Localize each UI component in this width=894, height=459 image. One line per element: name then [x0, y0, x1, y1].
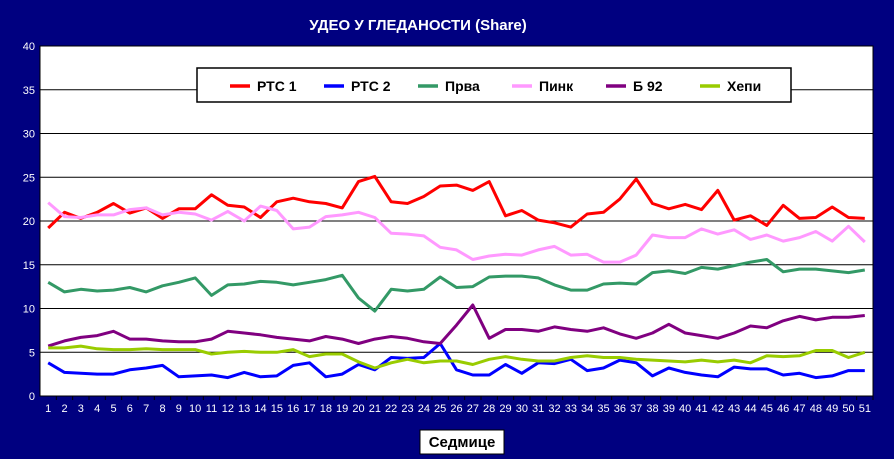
x-tick-label: 46 [777, 403, 789, 415]
y-tick-label: 30 [23, 129, 35, 141]
series-line-1 [47, 174, 865, 230]
y-tick-label: 35 [23, 85, 35, 97]
x-tick-label: 37 [630, 403, 642, 415]
x-tick-label: 4 [94, 403, 100, 415]
x-tick-label: 29 [499, 403, 511, 415]
series-line-4 [47, 201, 866, 264]
x-tick-label: 14 [254, 403, 266, 415]
chart-title: УДЕО У ГЛЕДАНОСТИ (Share) [309, 17, 527, 34]
x-tick-label: 44 [744, 403, 756, 415]
series-lines [47, 174, 866, 380]
x-tick-label: 45 [761, 403, 773, 415]
x-axis-title-box [419, 429, 505, 455]
legend-label: Хепи [727, 78, 761, 94]
x-tick-label: 51 [859, 403, 871, 415]
x-tick-label: 31 [532, 403, 544, 415]
x-tick-label: 23 [401, 403, 413, 415]
x-tick-label: 28 [483, 403, 495, 415]
x-tick-label: 17 [303, 403, 315, 415]
legend-label: Пинк [539, 78, 574, 94]
x-axis-title-text: Седмице [429, 434, 496, 451]
x-tick-label: 27 [467, 403, 479, 415]
x-tick-label: 5 [110, 403, 116, 415]
y-tick-label: 25 [23, 172, 35, 184]
x-tick-label: 35 [597, 403, 609, 415]
legend-label: РТС 1 [257, 78, 297, 94]
plot-border [39, 45, 874, 397]
series-line-5 [47, 303, 865, 348]
x-tick-label: 20 [352, 403, 364, 415]
x-tick-label: 3 [78, 403, 84, 415]
x-tick-label: 40 [679, 403, 691, 415]
y-tick-label: 0 [29, 391, 35, 403]
series-line-2 [47, 342, 865, 380]
x-tick-label: 9 [176, 403, 182, 415]
x-tick-label: 8 [159, 403, 165, 415]
x-tick-label: 19 [336, 403, 348, 415]
series-line-6 [48, 344, 866, 370]
x-tick-label: 11 [206, 403, 217, 415]
x-tick-label: 38 [646, 403, 658, 415]
y-tick-label: 20 [23, 216, 35, 228]
x-tick-label: 48 [810, 403, 822, 415]
x-tick-label: 32 [548, 403, 560, 415]
legend: РТС 1 РТС 2 Прва Пинк Б 92 Хепи [196, 67, 792, 103]
x-tick-label: 42 [712, 403, 724, 415]
x-tick-label: 33 [565, 403, 577, 415]
x-tick-label: 36 [614, 403, 626, 415]
x-tick-label: 13 [238, 403, 250, 415]
x-tick-label: 25 [434, 403, 446, 415]
x-tick-label: 12 [222, 403, 234, 415]
x-tick-label: 1 [45, 403, 51, 415]
x-tick-label: 6 [127, 403, 133, 415]
legend-label: Б 92 [633, 78, 663, 94]
x-tick-label: 50 [842, 403, 854, 415]
x-tick-label: 39 [663, 403, 675, 415]
x-tick-label: 2 [61, 403, 67, 415]
x-tick-label: 15 [271, 403, 283, 415]
x-tick-label: 47 [793, 403, 805, 415]
x-axis-title: Седмице [419, 429, 505, 455]
x-tick-label: 21 [369, 403, 381, 415]
legend-box [196, 67, 792, 103]
x-tick-label: 22 [385, 403, 397, 415]
legend-label: РТС 2 [351, 78, 391, 94]
x-tick-label: 7 [143, 403, 149, 415]
y-tick-label: 10 [23, 304, 35, 316]
x-tick-label: 49 [826, 403, 838, 415]
y-tick-label: 5 [29, 347, 35, 359]
legend-label: Прва [445, 78, 480, 94]
x-tick-label: 26 [450, 403, 462, 415]
x-tick-label: 34 [581, 403, 593, 415]
series-line-3 [47, 258, 866, 313]
x-tick-label: 43 [728, 403, 740, 415]
x-tick-label: 41 [695, 403, 707, 415]
x-tick-label: 10 [189, 403, 201, 415]
x-tick-label: 16 [287, 403, 299, 415]
y-tick-label: 15 [23, 260, 35, 272]
x-tick-label: 30 [516, 403, 528, 415]
x-tick-label: 18 [320, 403, 332, 415]
x-tick-label: 24 [418, 403, 430, 415]
y-tick-label: 40 [23, 41, 35, 53]
